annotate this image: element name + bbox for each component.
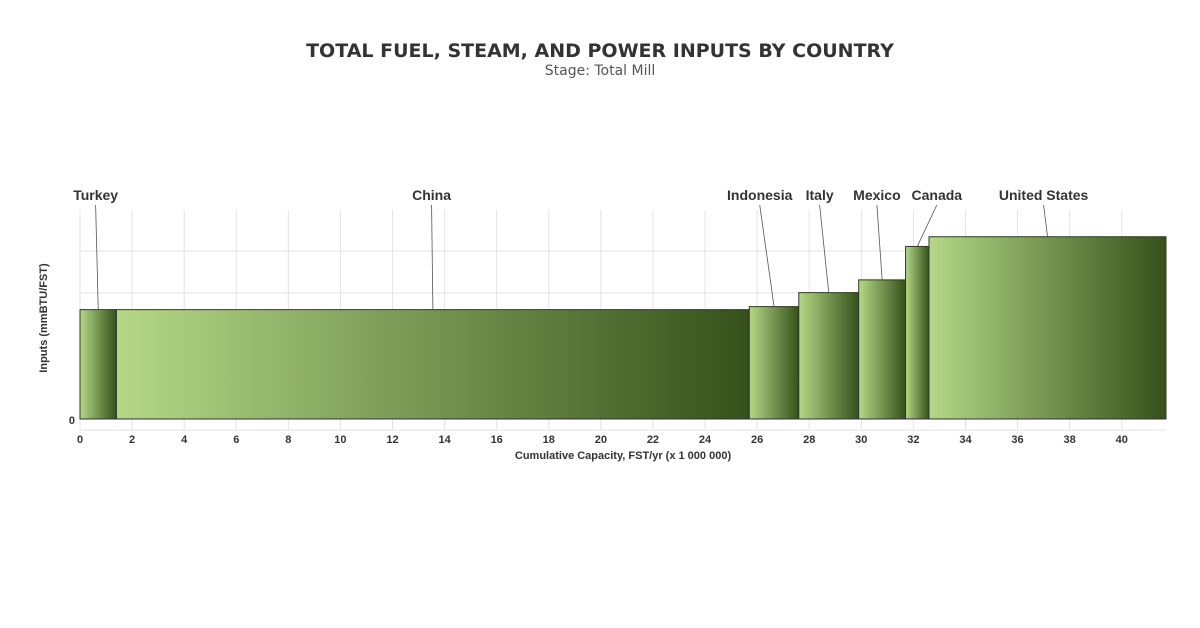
leader-line xyxy=(431,204,434,310)
bar-united-states xyxy=(928,236,1167,420)
x-tick-label: 34 xyxy=(959,434,972,446)
leader-line xyxy=(916,204,938,247)
x-tick-label: 38 xyxy=(1064,434,1076,446)
x-axis-label: Cumulative Capacity, FST/yr (x 1 000 000… xyxy=(515,450,732,462)
x-tick-label: 2 xyxy=(129,434,135,446)
leader-line xyxy=(95,204,99,310)
country-label: China xyxy=(412,187,451,203)
x-tick-label: 12 xyxy=(386,434,398,446)
bar-turkey xyxy=(79,309,117,420)
label-leaders xyxy=(95,204,1048,310)
leader-line xyxy=(759,204,775,307)
x-tick-label: 10 xyxy=(334,434,346,446)
bars-group xyxy=(79,236,1167,420)
bar-china xyxy=(115,309,750,420)
country-labels: Turkey China Indonesia Italy Mexico Canada Uni… xyxy=(73,187,1088,203)
x-tick-label: 8 xyxy=(285,434,291,446)
country-label: United States xyxy=(999,187,1089,203)
x-tick-label: 22 xyxy=(647,434,659,446)
y-axis-label: Inputs (mmBTU/FST) xyxy=(38,263,50,373)
x-tick-label: 40 xyxy=(1116,434,1128,446)
x-tick-label: 24 xyxy=(699,434,712,446)
x-tick-label: 36 xyxy=(1011,434,1023,446)
x-tick-label: 32 xyxy=(907,434,919,446)
country-label: Indonesia xyxy=(727,187,793,203)
country-label: Canada xyxy=(912,187,963,203)
chart-title: TOTAL FUEL, STEAM, AND POWER INPUTS BY C… xyxy=(306,40,894,62)
x-tick-label: 18 xyxy=(543,434,555,446)
bar-italy xyxy=(798,292,860,420)
x-tick-label: 0 xyxy=(77,434,83,446)
x-tick-label: 30 xyxy=(855,434,867,446)
x-tick-label: 26 xyxy=(751,434,763,446)
x-tick-label: 6 xyxy=(233,434,239,446)
y-tick-zero: 0 xyxy=(69,415,75,427)
x-tick-label: 20 xyxy=(595,434,607,446)
x-tick-labels: 0 2 4 6 8 10 12 14 16 18 20 22 24 26 28 30 32 34 36 38 40 xyxy=(77,434,1128,446)
bar-mexico xyxy=(858,279,907,420)
country-label: Turkey xyxy=(73,187,118,203)
bar-canada xyxy=(905,245,930,420)
x-tick-label: 4 xyxy=(181,434,188,446)
country-label: Mexico xyxy=(853,187,900,203)
country-label: Italy xyxy=(806,187,834,203)
x-tick-label: 16 xyxy=(491,434,503,446)
leader-line xyxy=(819,204,830,293)
leader-line xyxy=(876,204,883,280)
bar-indonesia xyxy=(748,306,800,420)
x-tick-label: 28 xyxy=(803,434,815,446)
x-tick-label: 14 xyxy=(438,434,451,446)
chart-subtitle: Stage: Total Mill xyxy=(544,63,656,79)
leader-line xyxy=(1043,204,1048,237)
